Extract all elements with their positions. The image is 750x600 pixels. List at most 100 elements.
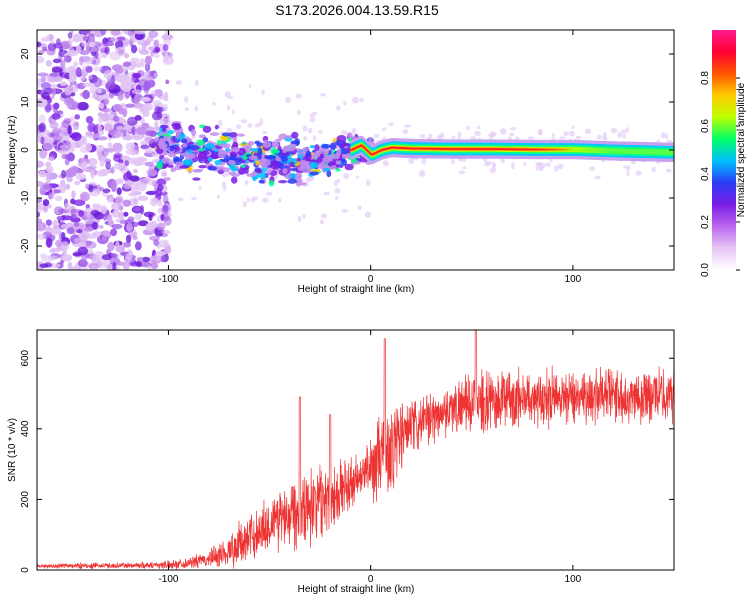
heat-cell bbox=[118, 49, 124, 54]
heat-cell bbox=[623, 165, 626, 168]
snr-y-axis-label: SNR (10 * v/v) bbox=[7, 418, 18, 482]
heat-cell bbox=[167, 130, 174, 134]
heat-cell bbox=[115, 178, 123, 184]
heat-cell bbox=[85, 241, 96, 248]
heat-cell bbox=[585, 128, 591, 134]
heat-cell bbox=[84, 227, 94, 232]
heat-cell bbox=[231, 177, 237, 184]
heat-cell bbox=[228, 160, 236, 165]
heat-cell bbox=[300, 182, 307, 185]
heat-cell bbox=[128, 193, 138, 197]
heat-cell bbox=[156, 251, 166, 256]
heat-cell bbox=[256, 169, 262, 174]
heat-cell bbox=[231, 147, 239, 152]
heat-cell bbox=[175, 161, 184, 166]
heat-cell bbox=[70, 84, 76, 89]
heat-cell bbox=[43, 142, 54, 151]
heat-cell bbox=[419, 170, 426, 177]
heat-cell bbox=[135, 241, 142, 250]
heat-cell bbox=[297, 157, 301, 161]
heat-cell bbox=[145, 56, 152, 65]
heat-cell bbox=[82, 90, 90, 99]
heat-cell bbox=[218, 144, 227, 147]
heat-cell bbox=[352, 128, 357, 134]
heat-cell bbox=[343, 101, 346, 106]
heat-cell bbox=[64, 154, 74, 160]
heat-cell bbox=[191, 129, 196, 137]
heat-cell bbox=[222, 185, 226, 191]
heat-cell bbox=[621, 130, 627, 134]
heat-cell bbox=[61, 232, 65, 240]
heat-cell bbox=[156, 188, 163, 196]
heat-cell bbox=[366, 179, 371, 186]
heat-cell bbox=[247, 197, 250, 202]
heat-cell bbox=[218, 120, 222, 126]
heat-cell bbox=[80, 27, 92, 34]
y-tick-label: 400 bbox=[20, 420, 31, 437]
heat-cell bbox=[356, 175, 359, 178]
heat-cell bbox=[173, 156, 180, 162]
heat-cell bbox=[210, 132, 220, 136]
heat-cell bbox=[164, 52, 168, 62]
heat-cell bbox=[81, 161, 87, 169]
heat-cell bbox=[231, 168, 239, 172]
colorbar-tick-label: 0.8 bbox=[700, 71, 711, 85]
heat-cell bbox=[35, 212, 40, 218]
heat-cell bbox=[93, 77, 102, 87]
heat-cell bbox=[563, 131, 569, 136]
heat-cell bbox=[308, 128, 313, 134]
heat-cell bbox=[282, 150, 286, 153]
heat-cell bbox=[352, 97, 359, 104]
heat-cell bbox=[241, 119, 248, 123]
heat-cell bbox=[50, 40, 56, 44]
heat-cell bbox=[133, 236, 138, 240]
heat-cell bbox=[148, 31, 158, 38]
heat-cell bbox=[109, 129, 117, 136]
heat-cell bbox=[145, 223, 153, 231]
heat-cell bbox=[99, 225, 104, 229]
heat-cell bbox=[470, 136, 476, 140]
heat-cell bbox=[217, 195, 220, 199]
y-tick-label: -10 bbox=[20, 190, 31, 205]
heat-cell bbox=[298, 216, 302, 222]
heat-cell bbox=[57, 216, 63, 221]
heat-cell bbox=[270, 162, 280, 170]
heat-cell bbox=[115, 195, 124, 204]
heat-cell bbox=[37, 233, 47, 240]
heat-cell bbox=[131, 45, 137, 54]
heat-cell bbox=[266, 155, 276, 160]
heat-cell bbox=[121, 85, 131, 92]
heat-cell bbox=[41, 77, 46, 83]
heat-cell bbox=[208, 166, 217, 170]
colorbar-tick-label: 0.4 bbox=[700, 167, 711, 181]
heat-cell bbox=[594, 176, 600, 180]
heat-cell bbox=[459, 170, 465, 174]
heat-cell bbox=[170, 146, 175, 152]
heat-cell bbox=[160, 125, 168, 129]
heat-cell bbox=[136, 127, 147, 135]
heat-cell bbox=[463, 166, 467, 169]
heat-cell bbox=[39, 187, 45, 195]
heat-cell bbox=[218, 149, 225, 153]
heat-cell bbox=[163, 104, 168, 112]
heat-cell bbox=[237, 133, 245, 136]
heat-cell bbox=[123, 184, 131, 189]
heat-cell bbox=[89, 42, 95, 48]
heat-cell bbox=[220, 162, 226, 165]
heat-cell bbox=[129, 232, 138, 237]
heat-cell bbox=[154, 47, 160, 52]
heat-cell bbox=[86, 212, 92, 218]
heat-cell bbox=[282, 168, 287, 174]
heat-cell bbox=[39, 98, 48, 107]
heat-cell bbox=[320, 166, 325, 169]
heat-cell bbox=[183, 159, 192, 166]
heat-cell bbox=[154, 89, 162, 97]
heat-cell bbox=[287, 179, 297, 184]
heat-cell bbox=[232, 110, 235, 115]
heat-cell bbox=[98, 125, 102, 134]
heat-cell bbox=[70, 198, 75, 204]
heat-cell bbox=[53, 59, 61, 64]
heat-cell bbox=[60, 81, 67, 86]
heat-cell bbox=[67, 227, 75, 234]
heat-cell bbox=[278, 180, 287, 183]
